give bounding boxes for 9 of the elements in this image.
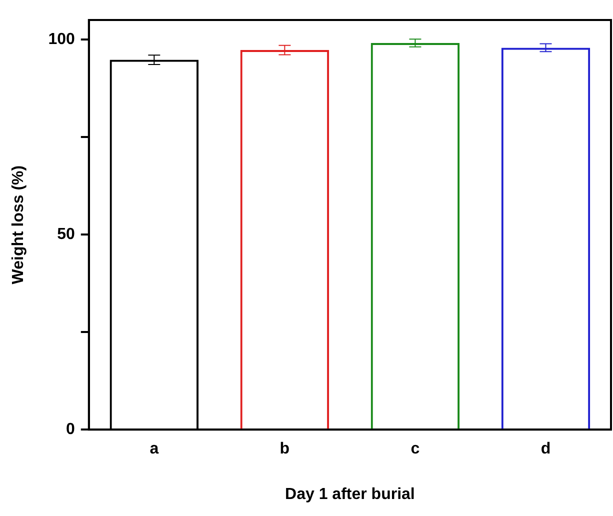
y-axis-title: Weight loss (%) — [10, 165, 28, 284]
x-tick-label: c — [410, 440, 420, 458]
y-tick-label: 0 — [66, 421, 75, 438]
x-tick-label: b — [280, 440, 290, 458]
y-tick-label: 50 — [57, 226, 75, 243]
x-tick-label: d — [540, 440, 551, 458]
x-tick-label: a — [150, 440, 159, 458]
y-tick-label: 100 — [48, 30, 75, 48]
x-axis-title: Day 1 after burial — [285, 486, 415, 503]
